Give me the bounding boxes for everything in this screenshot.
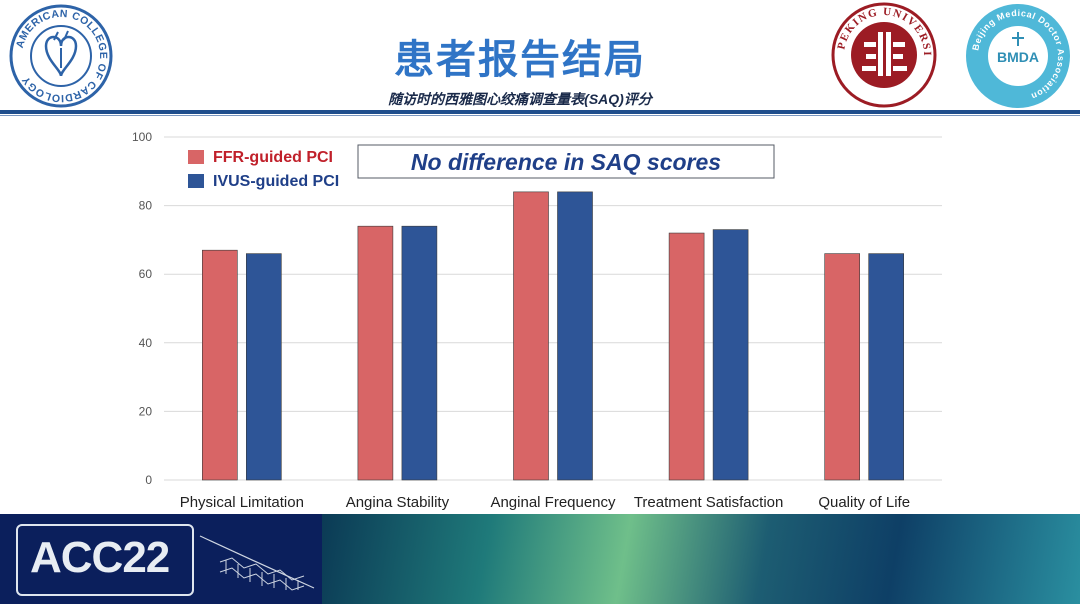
bar-ivus: [712, 229, 749, 481]
bar-ffr: [357, 225, 394, 481]
y-tick-label: 20: [139, 404, 153, 418]
bmda-logo: Beijing Medical Doctor Association BMDA: [962, 2, 1074, 110]
legend-label-ivus: IVUS-guided PCI: [213, 173, 339, 190]
y-tick-label: 40: [139, 336, 153, 350]
x-tick-label: Treatment Satisfaction: [634, 494, 784, 511]
bar-ffr: [668, 232, 705, 481]
footer-left-panel: ACC22: [0, 514, 322, 604]
header-divider: [0, 110, 1080, 114]
chart-gridlines: [164, 136, 942, 481]
bar-ffr: [513, 191, 549, 481]
bar-ffr: [824, 253, 861, 481]
heart-seal-icon: AMERICAN COLLEGE OF CARDIOLOGY: [9, 4, 113, 108]
svg-text:1898: 1898: [869, 76, 898, 90]
y-tick-label: 0: [145, 473, 152, 487]
x-tick-label: Quality of Life: [818, 494, 910, 511]
chart-bars: [202, 191, 905, 481]
x-tick-label: Angina Stability: [346, 494, 450, 511]
legend-swatch-ffr: [188, 150, 204, 164]
page-title: 患者报告结局: [394, 38, 646, 82]
saq-bar-chart: 0 20 40 60 80 100 Physical Limitation Angina S…: [132, 130, 942, 511]
x-tick-label: Physical Limitation: [180, 494, 304, 511]
footer-banner: ACC22: [0, 514, 1080, 604]
stent-icon: [199, 535, 315, 591]
acc22-logo-icon: [16, 524, 194, 596]
y-tick-label: 60: [139, 267, 153, 281]
footer-art-panel: [322, 514, 1080, 604]
pku-seal-icon: PEKING UNIVERSITY 1898: [826, 2, 937, 108]
bar-ivus: [401, 225, 438, 481]
y-axis-ticks: 0 20 40 60 80 100: [132, 130, 152, 487]
y-tick-label: 80: [139, 199, 153, 213]
acc22-badge-text: ACC22: [30, 533, 170, 582]
header-divider-thin: [0, 115, 1080, 116]
pku-logo: PEKING UNIVERSITY 1898: [826, 2, 942, 108]
bar-ivus: [246, 253, 282, 481]
bar-ivus: [557, 191, 593, 481]
chart-legend: FFR-guided PCI IVUS-guided PCI: [188, 149, 339, 190]
y-tick-label: 100: [132, 130, 152, 144]
acc-logo: AMERICAN COLLEGE OF CARDIOLOGY: [6, 4, 116, 108]
callout-box: No difference in SAQ scores: [357, 144, 775, 179]
legend-swatch-ivus: [188, 174, 204, 188]
bmda-seal-icon: Beijing Medical Doctor Association BMDA: [966, 4, 1070, 108]
bmda-center-text: BMDA: [997, 49, 1039, 65]
pku-year: 1898: [869, 76, 896, 90]
bar-ivus: [868, 253, 905, 481]
bar-ffr: [202, 249, 238, 481]
callout-text: No difference in SAQ scores: [411, 149, 721, 175]
page-subtitle: 随访时的西雅图心绞痛调查量表(SAQ)评分: [388, 91, 652, 107]
legend-label-ffr: FFR-guided PCI: [213, 149, 333, 166]
x-tick-label: Anginal Frequency: [490, 494, 616, 511]
x-axis-labels: Physical Limitation Angina Stability Angin…: [180, 494, 910, 511]
